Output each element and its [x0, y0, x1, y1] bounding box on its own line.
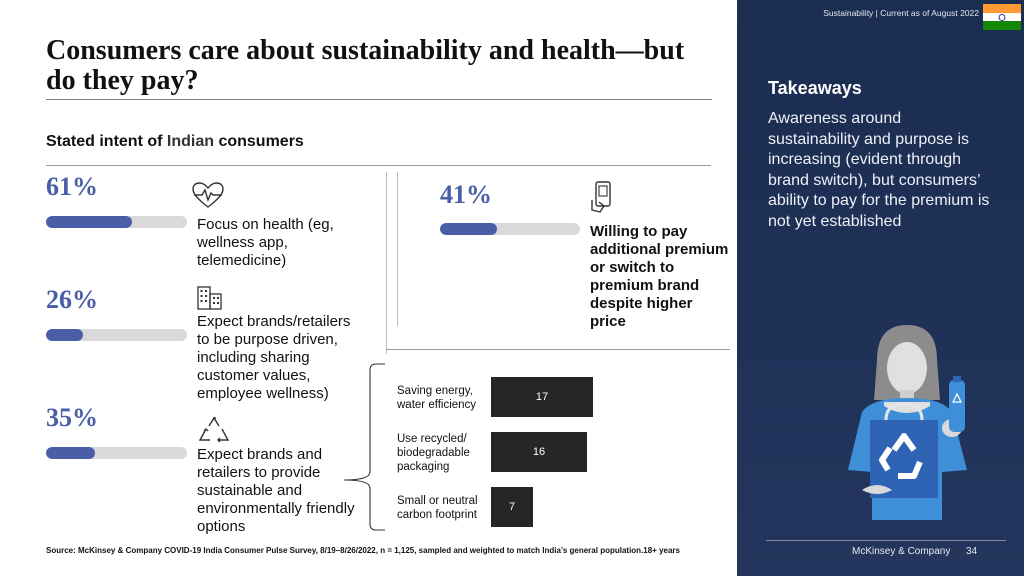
column-divider-right — [397, 172, 398, 326]
subtitle-highlight: Indian — [166, 133, 214, 150]
takeaways-body: Awareness around sustainability and purp… — [768, 110, 990, 230]
bar-1: 17 — [491, 377, 593, 417]
stat-percent-health: 61% — [46, 172, 98, 201]
india-flag-icon — [983, 4, 1021, 30]
stat-label-pay-premium: Willing to pay additional premium or swi… — [590, 223, 729, 330]
stat-bar-fill — [440, 223, 498, 235]
bar-value-label: 17 — [535, 391, 549, 403]
bar-value-label: 16 — [532, 446, 546, 458]
stat-percent-pay-premium: 41% — [440, 180, 492, 209]
brand-name: McKinsey & Company — [852, 546, 951, 557]
column-divider-left — [386, 172, 387, 354]
takeaways-title: Takeaways — [768, 78, 862, 98]
chart-subtitle: Stated intent of Indian consumers — [46, 133, 304, 151]
bracket-connector — [343, 363, 385, 531]
bar-category-label: Use recycled/ biodegradable packaging — [397, 433, 470, 473]
heart-pulse-icon — [192, 182, 224, 208]
bar-category-label: Small or neutral carbon footprint — [397, 495, 478, 521]
stat-label-health: Focus on health (eg, wellness app, telem… — [197, 216, 334, 269]
bar-category-label: Saving energy, water efficiency — [397, 385, 477, 411]
footer-divider — [766, 540, 1006, 541]
flag-stripe — [983, 12, 1021, 22]
stat-bar-purpose — [46, 329, 187, 341]
subtitle-divider — [46, 165, 711, 166]
chakra-icon — [998, 13, 1006, 21]
stat-label-sustainable: Expect brands and retailers to provide s… — [197, 446, 355, 535]
recycle-icon — [198, 416, 230, 443]
stat-percent-sustainable: 35% — [46, 403, 98, 432]
stat-bar-fill — [46, 329, 83, 341]
subtitle-suffix: consumers — [214, 133, 304, 150]
flag-stripe — [983, 4, 1021, 13]
source-note: Source: McKinsey & Company COVID-19 Indi… — [46, 546, 680, 555]
header-meta: Sustainability | Current as of August 20… — [823, 8, 979, 18]
bar-3: 7 — [491, 487, 533, 527]
takeaways-panel: Sustainability | Current as of August 20… — [737, 0, 1024, 576]
stat-bar-fill — [46, 216, 132, 228]
section-divider — [386, 349, 730, 350]
flag-stripe — [983, 21, 1021, 30]
stat-label-purpose: Expect brands/retailers to be purpose dr… — [197, 313, 351, 402]
page-title: Consumers care about sustainability and … — [46, 35, 685, 96]
stat-bar-health — [46, 216, 187, 228]
stat-bar-fill — [46, 447, 96, 459]
stat-percent-purpose: 26% — [46, 285, 98, 314]
buildings-icon — [197, 286, 222, 310]
subtitle-prefix: Stated intent of — [46, 133, 167, 150]
stat-bar-sustainable — [46, 447, 187, 459]
title-divider — [46, 99, 712, 100]
bar-value-label: 7 — [508, 501, 516, 513]
bar-2: 16 — [491, 432, 587, 472]
page-number: 34 — [966, 546, 978, 557]
phone-payment-icon — [591, 181, 611, 213]
person-with-bag-illustration — [848, 325, 967, 520]
stat-bar-pay-premium — [440, 223, 580, 235]
